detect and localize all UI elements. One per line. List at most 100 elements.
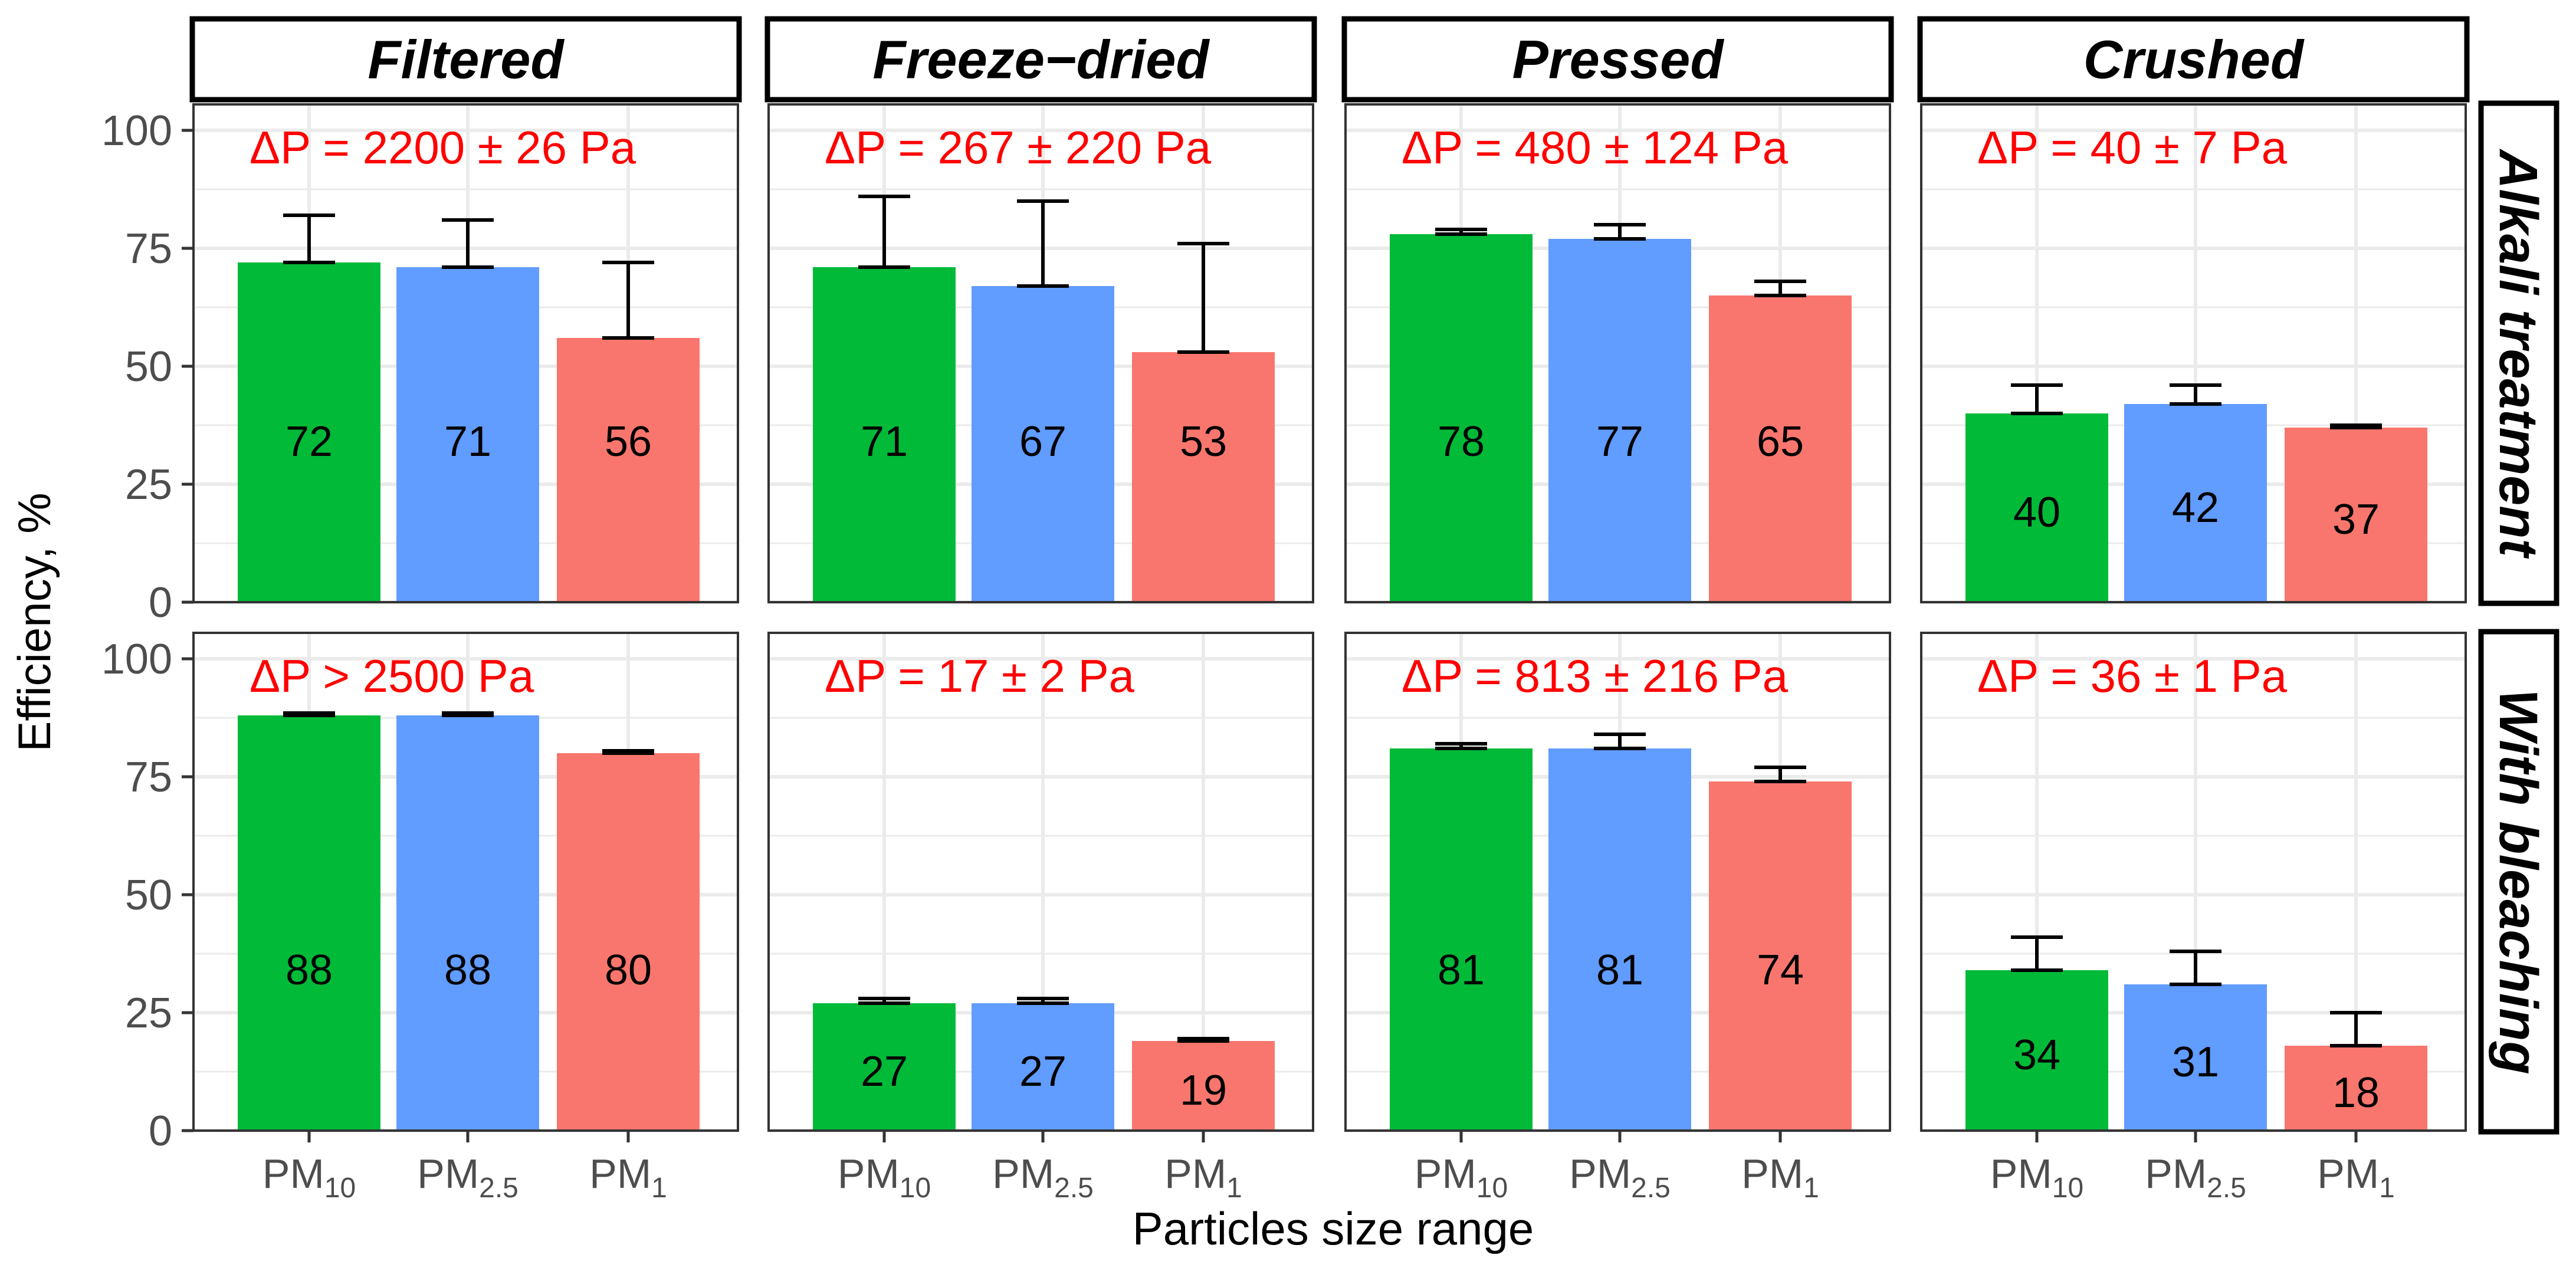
column-strip-box: [1341, 16, 1894, 103]
panel: 72 71 56 ΔP = 2200 ± 26 Pa: [192, 103, 739, 604]
bar: [238, 262, 380, 602]
column-strip-label: Filtered: [367, 30, 565, 90]
column-strip: Filtered: [189, 16, 742, 103]
y-tick-label: 0: [149, 1108, 172, 1155]
x-tick-label-subscript: 10: [1476, 1173, 1508, 1204]
bar: [2285, 428, 2427, 602]
column-strip-box: [189, 16, 742, 103]
x-tick-label-base: PM: [1990, 1151, 2052, 1197]
bar-value-label: 18: [2332, 1069, 2380, 1116]
bar: [813, 1003, 956, 1131]
bar-value-label: 27: [861, 1048, 908, 1095]
pressure-drop-annotation: ΔP = 36 ± 1 Pa: [1977, 650, 2288, 702]
x-tick-label: PM2.5: [1569, 1151, 1671, 1204]
y-tick-label: 75: [125, 754, 172, 801]
y-tick-label: 50: [125, 343, 172, 390]
bar: [1965, 970, 2108, 1131]
y-tick-label: 50: [125, 872, 172, 919]
bar: [1548, 239, 1691, 602]
x-tick-label-base: PM: [838, 1151, 900, 1197]
x-tick-label-base: PM: [1569, 1151, 1631, 1197]
bar: [1548, 748, 1691, 1131]
bar-value-label: 34: [2013, 1032, 2060, 1079]
bar-value-label: 67: [1019, 418, 1067, 465]
x-tick-label: PM2.5: [2145, 1151, 2246, 1204]
x-tick-label-base: PM: [2145, 1151, 2207, 1197]
pressure-drop-annotation: ΔP = 40 ± 7 Pa: [1977, 121, 2288, 173]
panel-border: [1920, 103, 2467, 603]
column-strip-label: Freeze−dried: [872, 30, 1210, 90]
panel: 40 42 37 ΔP = 40 ± 7 Pa: [1920, 103, 2467, 604]
bar: [557, 338, 700, 602]
panel-border: [1344, 103, 1891, 603]
bar-value-label: 72: [286, 418, 333, 465]
x-tick-label-base: PM: [589, 1151, 651, 1197]
bar: [557, 753, 700, 1131]
bar: [396, 267, 539, 602]
x-axes: PM10 PM2.5 PM1 PM10 PM2.5 PM1 PM10 PM2.5 PM1 PM10…: [262, 1131, 2395, 1204]
x-tick-label-base: PM: [992, 1151, 1054, 1197]
pressure-drop-annotation: ΔP = 480 ± 124 Pa: [1402, 121, 1789, 173]
bar: [1965, 413, 2108, 602]
column-strip-box: [1917, 16, 2470, 103]
bar-value-label: 77: [1596, 418, 1643, 465]
row-strip: With bleaching: [2478, 629, 2559, 1135]
x-tick-label: PM10: [838, 1151, 931, 1204]
y-tick-label: 25: [125, 990, 172, 1037]
pressure-drop-annotation: ΔP = 17 ± 2 Pa: [825, 650, 1135, 702]
bar-value-label: 88: [444, 947, 491, 994]
bar-value-label: 71: [444, 418, 491, 465]
column-strip-label: Crushed: [2083, 30, 2305, 90]
bar-value-label: 80: [605, 947, 652, 994]
x-tick-label: PM2.5: [417, 1151, 519, 1204]
column-strips: Filtered Freeze−dried Pressed Crushed: [189, 16, 2470, 103]
x-tick-label: PM1: [2317, 1151, 2395, 1204]
row-strip-box: [2478, 629, 2559, 1135]
bar: [396, 715, 539, 1131]
x-tick-label-subscript: 1: [1803, 1173, 1819, 1204]
x-tick-label-subscript: 1: [651, 1173, 667, 1204]
x-tick-label-subscript: 2.5: [479, 1173, 519, 1204]
panel: 27 27 19 ΔP = 17 ± 2 Pa: [767, 632, 1314, 1132]
x-tick-label-base: PM: [1415, 1151, 1476, 1197]
x-tick-label: PM10: [1990, 1151, 2083, 1204]
bar: [2124, 404, 2267, 602]
column-strip: Crushed: [1917, 16, 2470, 103]
x-tick-label: PM1: [1164, 1151, 1242, 1204]
y-tick-label: 75: [125, 225, 172, 272]
y-tick-label: 100: [101, 636, 172, 683]
x-tick-label-subscript: 2.5: [1054, 1173, 1094, 1204]
panel: 78 77 65 ΔP = 480 ± 124 Pa: [1344, 103, 1891, 604]
bar-value-label: 31: [2172, 1039, 2219, 1086]
bar-value-label: 71: [861, 418, 908, 465]
pressure-drop-annotation: ΔP = 2200 ± 26 Pa: [250, 121, 636, 173]
x-tick-label-base: PM: [417, 1151, 479, 1197]
x-tick-label-subscript: 1: [2379, 1173, 2395, 1204]
x-tick-label: PM10: [262, 1151, 356, 1204]
bar: [238, 715, 380, 1131]
bar: [1709, 295, 1852, 602]
panel: 71 67 53 ΔP = 267 ± 220 Pa: [767, 103, 1314, 604]
x-tick-label-subscript: 10: [2052, 1173, 2083, 1204]
bar-value-label: 53: [1180, 418, 1227, 465]
bar: [2285, 1046, 2427, 1131]
x-tick-label-base: PM: [1164, 1151, 1226, 1197]
y-tick-label: 100: [101, 107, 172, 155]
bar: [972, 286, 1114, 602]
bar-value-label: 81: [1438, 947, 1485, 994]
x-tick-label: PM2.5: [992, 1151, 1094, 1204]
panel-border: [1344, 632, 1891, 1132]
row-strip: Alkali treatment: [2478, 100, 2559, 606]
bar: [1132, 352, 1275, 602]
row-strip-label: Alkali treatment: [2488, 149, 2548, 559]
x-tick-label-subscript: 2.5: [1631, 1173, 1671, 1204]
bar: [813, 267, 956, 602]
x-tick-label-subscript: 2.5: [2207, 1173, 2246, 1204]
column-strip: Pressed: [1341, 16, 1894, 103]
bar-value-label: 78: [1438, 418, 1485, 465]
column-strip-label: Pressed: [1512, 30, 1724, 90]
bar-value-label: 19: [1180, 1067, 1227, 1114]
bar-value-label: 81: [1596, 947, 1643, 994]
bar-value-label: 42: [2172, 484, 2219, 531]
